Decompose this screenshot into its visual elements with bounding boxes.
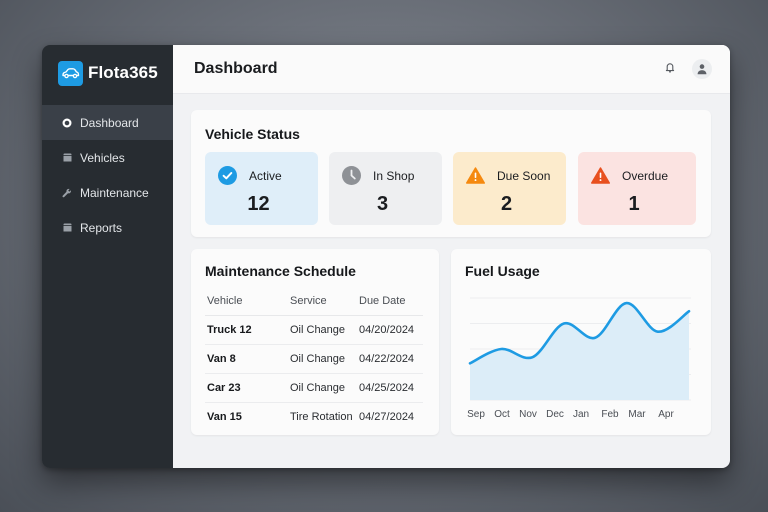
sidebar: Flota365 Dashboard Vehicles Maintenance	[42, 45, 173, 468]
wrench-icon	[61, 187, 73, 199]
vehicle-cell: Truck 12	[205, 315, 290, 345]
status-tile-due-soon[interactable]: Due Soon 2	[453, 152, 566, 225]
main-content: Dashboard Vehicle Status Active	[173, 45, 730, 468]
sidebar-item-label: Reports	[80, 220, 123, 235]
x-axis-label: Feb	[601, 409, 619, 420]
x-axis-label: Sep	[467, 409, 485, 420]
table-row[interactable]: Truck 12 Oil Change 04/20/2024	[205, 315, 423, 345]
sidebar-item-maintenance[interactable]: Maintenance	[42, 175, 173, 210]
x-axis-label: Jan	[572, 409, 590, 420]
warning-icon	[466, 166, 485, 185]
app-window: Flota365 Dashboard Vehicles Maintenance	[42, 45, 730, 468]
due-date-cell: 04/20/2024	[359, 315, 423, 345]
document-icon	[61, 222, 73, 234]
status-tile-active[interactable]: Active 12	[205, 152, 318, 225]
app-name: Flota365	[88, 63, 158, 82]
sidebar-item-label: Maintenance	[80, 185, 149, 200]
brand[interactable]: Flota365	[42, 45, 173, 101]
maintenance-table: Vehicle Service Due Date Truck 12 Oil Ch…	[205, 287, 423, 431]
table-row[interactable]: Van 15 Tire Rotation 04/27/2024	[205, 402, 423, 431]
user-icon	[697, 64, 707, 75]
x-axis-label: Mar	[628, 409, 646, 420]
x-axis-labels: Sep Oct Nov Dec Jan Feb Mar Apr	[451, 409, 711, 423]
x-axis-label: Oct	[494, 409, 510, 420]
sidebar-item-label: Vehicles	[80, 150, 125, 165]
check-circle-icon	[218, 166, 237, 185]
tile-label: Active	[249, 168, 282, 183]
card-title: Vehicle Status	[205, 126, 300, 142]
due-date-cell: 04/22/2024	[359, 344, 423, 374]
card-title: Maintenance Schedule	[205, 263, 356, 279]
table-row[interactable]: Car 23 Oil Change 04/25/2024	[205, 373, 423, 403]
circle-icon	[61, 117, 73, 129]
sidebar-item-vehicles[interactable]: Vehicles	[42, 140, 173, 175]
x-axis-label: Apr	[658, 409, 674, 420]
tile-label: In Shop	[373, 168, 415, 183]
service-cell: Oil Change	[290, 315, 359, 345]
clock-icon	[342, 166, 361, 185]
table-header-row: Vehicle Service Due Date	[205, 287, 423, 316]
header-actions	[665, 59, 712, 79]
vehicle-cell: Car 23	[205, 373, 290, 403]
tile-value: 2	[500, 193, 513, 215]
bell-icon[interactable]	[665, 60, 675, 78]
tile-value: 12	[247, 193, 270, 215]
car-icon	[58, 60, 83, 86]
vehicle-cell: Van 8	[205, 344, 290, 374]
top-bar: Dashboard	[173, 45, 730, 94]
card-title: Fuel Usage	[465, 263, 540, 279]
x-axis-label: Dec	[546, 409, 564, 420]
sidebar-item-reports[interactable]: Reports	[42, 210, 173, 245]
tile-value: 3	[376, 193, 389, 215]
column-header[interactable]: Vehicle	[205, 287, 290, 316]
status-tile-in-shop[interactable]: In Shop 3	[329, 152, 442, 225]
tile-label: Due Soon	[497, 168, 551, 183]
sidebar-item-dashboard[interactable]: Dashboard	[42, 105, 173, 140]
column-header[interactable]: Service	[290, 287, 359, 316]
vehicle-status-card: Vehicle Status Active 12 In Shop 3	[191, 110, 711, 237]
status-tile-overdue[interactable]: Overdue 1	[578, 152, 696, 225]
maintenance-schedule-card: Maintenance Schedule Vehicle Service Due…	[191, 249, 439, 435]
fuel-line	[468, 301, 691, 365]
sidebar-nav: Dashboard Vehicles Maintenance Reports	[42, 105, 173, 245]
due-date-cell: 04/27/2024	[359, 410, 415, 423]
fuel-usage-chart	[468, 297, 691, 401]
tile-value: 1	[628, 193, 640, 215]
service-cell: Oil Change	[290, 373, 359, 403]
x-axis-label: Nov	[519, 409, 537, 420]
page-title: Dashboard	[194, 60, 278, 77]
due-date-cell: 04/25/2024	[359, 373, 423, 403]
vehicle-cell: Van 15	[207, 410, 242, 423]
area-fill	[470, 303, 689, 400]
service-cell: Oil Change	[290, 344, 359, 374]
tile-label: Overdue	[622, 168, 669, 183]
warning-icon	[591, 166, 610, 185]
sidebar-item-label: Dashboard	[80, 115, 139, 130]
fuel-usage-card: Fuel Usage Sep Oct Nov Dec Jan Feb Mar Apr	[451, 249, 711, 435]
document-icon	[61, 152, 73, 164]
service-cell: Tire Rotation	[290, 410, 353, 423]
column-header[interactable]: Due Date	[359, 287, 423, 316]
table-row[interactable]: Van 8 Oil Change 04/22/2024	[205, 344, 423, 374]
user-avatar[interactable]	[692, 59, 712, 79]
